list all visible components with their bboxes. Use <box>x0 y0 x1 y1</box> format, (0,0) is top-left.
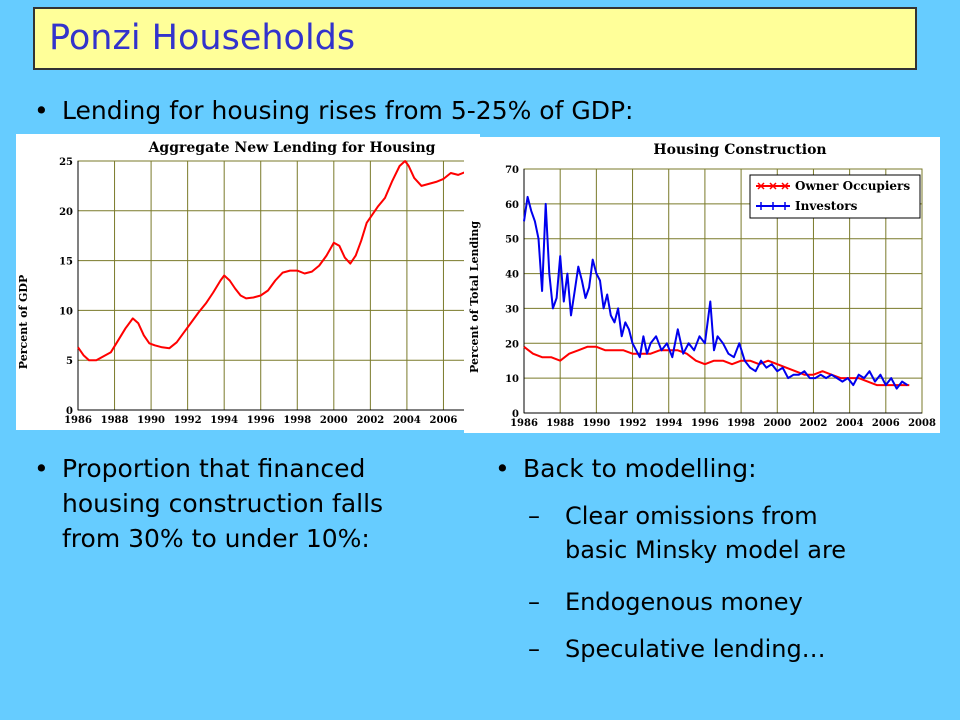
x-tick-label: 1992 <box>619 418 647 429</box>
x-tick-label: 1998 <box>727 418 755 429</box>
legend-marker-plus <box>781 202 789 210</box>
x-tick-label: 1988 <box>546 418 574 429</box>
y-tick-label: 0 <box>512 409 519 420</box>
sub-item-omissions: – Clear omissions from basic Minsky mode… <box>528 500 948 568</box>
x-tick-label: 2000 <box>320 415 348 426</box>
y-tick-label: 30 <box>505 304 519 315</box>
x-tick-label: 1988 <box>101 415 129 426</box>
bullet-top-text: Lending for housing rises from 5-25% of … <box>62 96 634 125</box>
sub-item-endogenous-money: – Endogenous money <box>528 586 948 620</box>
y-tick-label: 40 <box>505 270 519 281</box>
chart-aggregate-lending: Aggregate New Lending for Housing Percen… <box>16 134 494 430</box>
x-tick-label: 1996 <box>247 415 275 426</box>
chart-housing-construction-svg: Housing Construction Percent of Total Le… <box>468 142 936 429</box>
sub-item-line: basic Minsky model are <box>565 536 847 564</box>
x-tick-label: 2006 <box>430 415 458 426</box>
slide-title: Ponzi Households <box>49 18 356 58</box>
x-tick-label: 1994 <box>210 415 238 426</box>
x-tick-label: 1986 <box>64 415 92 426</box>
y-tick-label: 10 <box>59 306 73 317</box>
sub-item-line: Clear omissions from <box>565 502 818 530</box>
chart-housing-construction: Housing Construction Percent of Total Le… <box>464 137 940 433</box>
bullet-glyph: • <box>34 454 49 483</box>
legend-marker-plus <box>757 202 765 210</box>
x-tick-label: 1994 <box>655 418 683 429</box>
x-tick-label: 1992 <box>174 415 202 426</box>
bullet-left-line: from 30% to under 10%: <box>62 524 370 553</box>
series-line-investors <box>523 195 909 390</box>
legend-marker-x <box>757 182 765 190</box>
plot-area <box>77 160 481 411</box>
sub-item-line: Speculative lending… <box>565 635 826 663</box>
x-tick-label: 1998 <box>283 415 311 426</box>
x-tick-label: 2002 <box>800 418 828 429</box>
legend-box <box>749 174 921 219</box>
legend-owner-occupiers: Owner Occupiers <box>795 179 910 193</box>
bullet-glyph: • <box>495 454 510 483</box>
x-tick-label: 1986 <box>510 418 538 429</box>
x-tick-label: 2000 <box>763 418 791 429</box>
y-tick-label: 10 <box>505 374 519 385</box>
bullet-left-line: housing construction falls <box>62 489 384 518</box>
x-tick-label: 2006 <box>872 418 900 429</box>
legend-investors: Investors <box>795 199 858 213</box>
x-tick-label: 1996 <box>691 418 719 429</box>
bullet-left-line: Proportion that financed <box>62 454 366 483</box>
y-tick-label: 0 <box>66 406 73 417</box>
y-tick-label: 25 <box>59 157 73 168</box>
y-tick-label: 15 <box>59 257 73 268</box>
y-tick-label: 20 <box>59 207 73 218</box>
chart-title: Aggregate New Lending for Housing <box>148 140 436 156</box>
bullet-top: • Lending for housing rises from 5-25% o… <box>34 94 814 128</box>
y-axis-label: Percent of Total Lending <box>468 221 481 373</box>
legend-marker-x <box>769 182 777 190</box>
dash-glyph: – <box>528 635 540 663</box>
chart-legend: Owner Occupiers Investors <box>749 174 921 219</box>
x-tick-label: 1990 <box>137 415 165 426</box>
dash-glyph: – <box>528 502 540 530</box>
sub-item-line: Endogenous money <box>565 588 803 616</box>
x-tick-label: 2004 <box>836 418 864 429</box>
dash-glyph: – <box>528 588 540 616</box>
series-line-1 <box>77 160 466 362</box>
y-axis-label: Percent of GDP <box>17 275 30 369</box>
x-tick-label: 1990 <box>582 418 610 429</box>
y-tick-label: 50 <box>505 235 519 246</box>
legend-marker-plus <box>769 202 777 210</box>
x-tick-label: 2002 <box>356 415 384 426</box>
sub-item-speculative-lending: – Speculative lending… <box>528 633 948 667</box>
bullet-left: • Proportion that financed housing const… <box>34 452 454 562</box>
y-tick-label: 70 <box>505 165 519 176</box>
chart-title: Housing Construction <box>653 142 826 158</box>
bullet-glyph: • <box>34 96 49 125</box>
y-tick-label: 5 <box>66 356 73 367</box>
legend-marker-x <box>781 182 789 190</box>
y-tick-label: 20 <box>505 339 519 350</box>
x-tick-label: 2004 <box>393 415 421 426</box>
bullet-right-text: Back to modelling: <box>523 454 757 483</box>
chart-aggregate-lending-svg: Aggregate New Lending for Housing Percen… <box>17 140 494 426</box>
y-tick-label: 60 <box>505 200 519 211</box>
bullet-right: • Back to modelling: <box>495 452 895 486</box>
slide-title-box: Ponzi Households <box>33 7 917 70</box>
x-tick-label: 2008 <box>908 418 936 429</box>
